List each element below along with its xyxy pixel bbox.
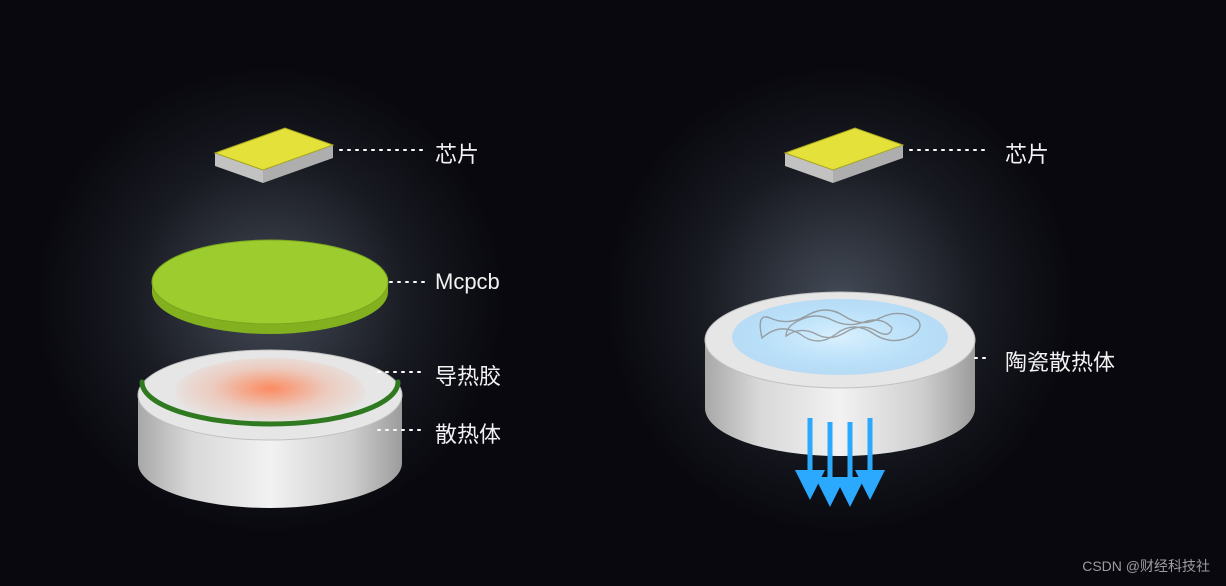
right-column <box>605 65 1075 535</box>
left-column <box>35 65 505 535</box>
label-mcpcb: Mcpcb <box>435 269 500 295</box>
diagram-stage: 芯片 Mcpcb 导热胶 散热体 芯片 陶瓷散热体 CSDN @财经科技社 <box>0 0 1226 586</box>
label-heatsink-left: 散热体 <box>435 417 501 449</box>
label-chip-left: 芯片 <box>435 137 479 169</box>
watermark: CSDN @财经科技社 <box>1082 556 1210 576</box>
label-chip-right: 芯片 <box>1005 137 1049 169</box>
label-ceramic: 陶瓷散热体 <box>1005 345 1115 377</box>
mcpcb-disc <box>152 240 388 334</box>
diagram-svg <box>0 0 1226 586</box>
label-adhesive: 导热胶 <box>435 359 501 391</box>
heatsink <box>138 350 402 508</box>
ceramic-heatsink <box>705 292 975 456</box>
